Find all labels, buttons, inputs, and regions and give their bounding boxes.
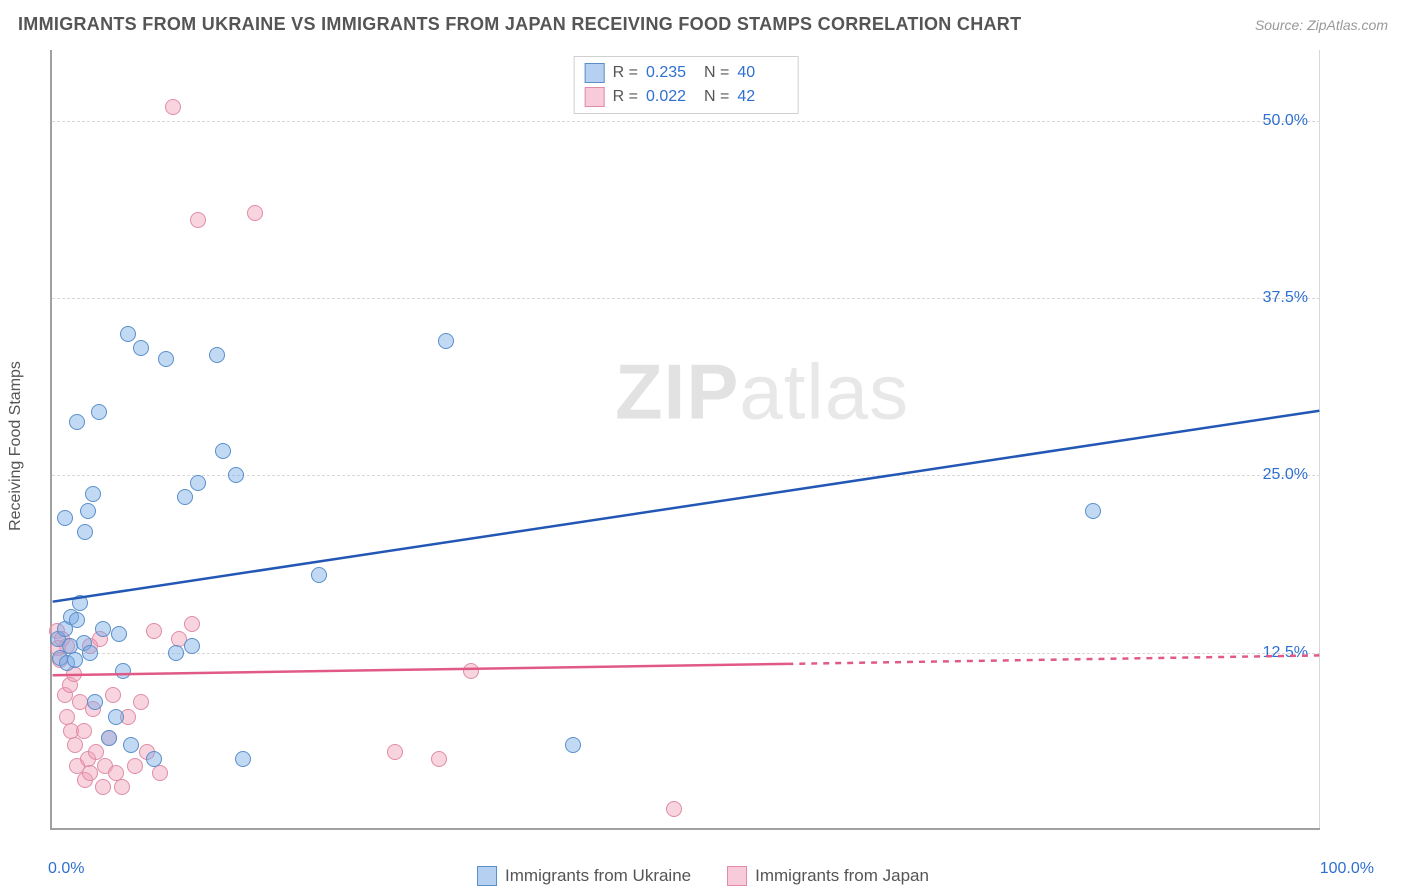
series-a-point [215,443,231,459]
series-a-point [111,626,127,642]
series-b-point [76,723,92,739]
swatch-blue [585,63,605,83]
series-b-point [114,779,130,795]
title-bar: IMMIGRANTS FROM UKRAINE VS IMMIGRANTS FR… [18,14,1388,35]
trend-line [787,655,1319,663]
series-b-point [67,737,83,753]
series-b-point [184,616,200,632]
series-a-point [190,475,206,491]
series-b-point [190,212,206,228]
y-axis-title: Receiving Food Stamps [7,361,25,531]
series-a-point [87,694,103,710]
series-b-point [82,765,98,781]
plot-area: ZIPatlas 12.5% 25.0% 37.5% 50.0% R = 0.235 … [50,50,1320,830]
n-label-a: N = [704,64,729,82]
watermark: ZIPatlas [615,347,909,438]
watermark-rest: atlas [739,348,909,436]
series-a-point [85,486,101,502]
series-a-point [120,326,136,342]
series-a-point [123,737,139,753]
r-label-a: R = [613,64,638,82]
legend-bottom-label-a: Immigrants from Ukraine [505,866,691,886]
swatch-pink [585,87,605,107]
series-a-point [235,751,251,767]
x-tick-left: 0.0% [48,860,84,878]
series-b-point [431,751,447,767]
r-value-a: 0.235 [646,64,696,82]
legend-bottom-label-b: Immigrants from Japan [755,866,929,886]
gridline [52,121,1320,122]
n-value-a: 40 [737,64,787,82]
series-a-point [69,414,85,430]
series-b-point [95,779,111,795]
series-a-point [108,709,124,725]
series-a-point [146,751,162,767]
series-b-point [247,205,263,221]
r-label-b: R = [613,88,638,106]
n-label-b: N = [704,88,729,106]
series-b-point [105,687,121,703]
series-a-point [69,612,85,628]
series-b-point [133,694,149,710]
series-a-point [1085,503,1101,519]
swatch-pink-bottom [727,866,747,886]
series-a-point [67,652,83,668]
series-b-point [165,99,181,115]
legend-top-row-a: R = 0.235 N = 40 [585,61,788,85]
series-a-point [158,351,174,367]
series-a-point [80,503,96,519]
series-a-point [565,737,581,753]
trend-line [53,411,1320,602]
y-tick-label: 50.0% [1263,112,1308,130]
series-a-point [115,663,131,679]
series-a-point [101,730,117,746]
watermark-bold: ZIP [615,348,739,436]
y-tick-label: 37.5% [1263,289,1308,307]
series-a-point [72,595,88,611]
x-tick-right: 100.0% [1320,860,1374,878]
y-tick-label: 12.5% [1263,644,1308,662]
legend-top-row-b: R = 0.022 N = 42 [585,85,788,109]
series-a-point [209,347,225,363]
series-a-point [228,467,244,483]
series-a-point [168,645,184,661]
swatch-blue-bottom [477,866,497,886]
gridline [52,298,1320,299]
series-a-point [91,404,107,420]
chart-title: IMMIGRANTS FROM UKRAINE VS IMMIGRANTS FR… [18,14,1021,35]
gridline [52,653,1320,654]
series-a-point [82,645,98,661]
trend-lines [52,50,1320,828]
series-b-point [666,801,682,817]
legend-bottom-item-a: Immigrants from Ukraine [477,866,691,886]
legend-top: R = 0.235 N = 40 R = 0.022 N = 42 [574,56,799,114]
y-tick-label: 25.0% [1263,466,1308,484]
series-a-point [133,340,149,356]
series-a-point [77,524,93,540]
legend-bottom: Immigrants from Ukraine Immigrants from … [477,866,929,886]
legend-bottom-item-b: Immigrants from Japan [727,866,929,886]
series-b-point [463,663,479,679]
series-a-point [177,489,193,505]
series-b-point [387,744,403,760]
source-label: Source: ZipAtlas.com [1255,17,1388,33]
series-a-point [95,621,111,637]
series-a-point [184,638,200,654]
series-a-point [57,510,73,526]
r-value-b: 0.022 [646,88,696,106]
series-b-point [146,623,162,639]
right-axis-line [1319,50,1320,828]
series-a-point [311,567,327,583]
series-b-point [152,765,168,781]
trend-line [53,664,788,675]
series-b-point [127,758,143,774]
series-a-point [438,333,454,349]
n-value-b: 42 [737,88,787,106]
